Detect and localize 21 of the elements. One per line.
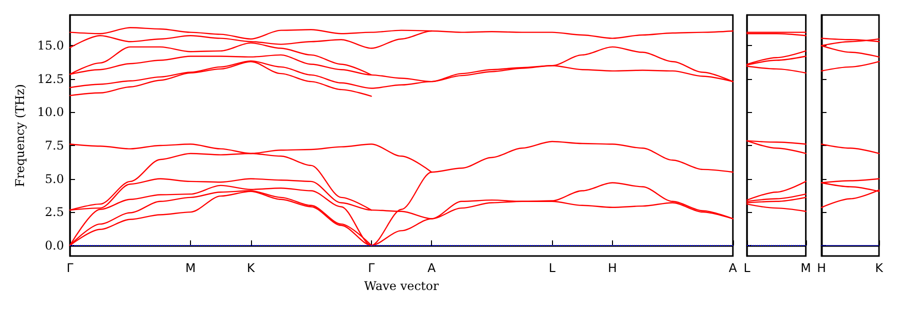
x-tick-label: M	[185, 261, 196, 275]
y-axis-title: Frequency (THz)	[13, 84, 27, 187]
y-tick-label: 7.5	[44, 138, 64, 152]
x-tick-label: L	[548, 261, 556, 275]
y-tick-label: 0.0	[44, 238, 64, 252]
x-tick-label: H	[816, 261, 826, 275]
x-axis-title: Wave vector	[364, 279, 439, 293]
y-tick-label: 12.5	[37, 72, 64, 86]
x-tick-label: M	[800, 261, 812, 275]
x-tick-label: H	[608, 261, 617, 275]
y-tick-label: 15.0	[37, 38, 64, 53]
x-tick-label: K	[246, 261, 256, 275]
x-tick-label: L	[744, 261, 751, 275]
x-tick-label: Γ	[66, 261, 74, 275]
y-tick-label: 10.0	[37, 105, 64, 120]
x-tick-label: Γ	[368, 261, 375, 275]
x-tick-label: K	[875, 261, 884, 275]
y-tick-label: 2.5	[44, 205, 64, 220]
x-tick-label: A	[427, 261, 436, 275]
y-tick-label: 5.0	[44, 172, 64, 186]
x-tick-label: A	[728, 261, 738, 275]
